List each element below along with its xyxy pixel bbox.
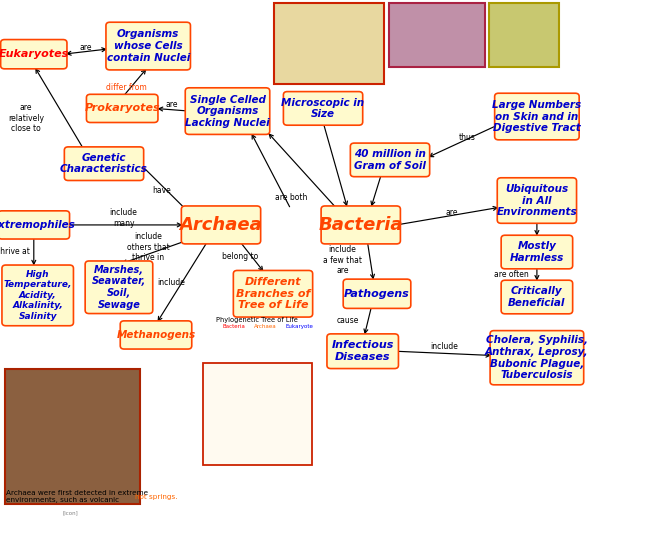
Text: [icon]: [icon]: [62, 511, 78, 515]
FancyBboxPatch shape: [343, 279, 411, 308]
Text: Archaea were first detected in extreme
environments, such as volcanic: Archaea were first detected in extreme e…: [6, 490, 149, 503]
Text: Large Numbers
on Skin and in
Digestive Tract: Large Numbers on Skin and in Digestive T…: [492, 100, 582, 133]
Text: Eukaryote: Eukaryote: [286, 325, 314, 330]
FancyBboxPatch shape: [203, 363, 312, 465]
Text: include
a few that
are: include a few that are: [323, 246, 362, 275]
FancyBboxPatch shape: [350, 143, 430, 177]
Text: Archaea: Archaea: [179, 216, 263, 234]
Text: are: are: [445, 208, 458, 217]
FancyBboxPatch shape: [86, 94, 158, 122]
Text: High
Temperature,
Acidity,
Alkalinity,
Salinity: High Temperature, Acidity, Alkalinity, S…: [3, 270, 72, 321]
Text: Mostly
Harmless: Mostly Harmless: [510, 241, 564, 263]
Text: thrive at: thrive at: [0, 247, 29, 256]
FancyBboxPatch shape: [185, 88, 270, 134]
Text: are
relatively
close to: are relatively close to: [8, 104, 44, 133]
Text: Microscopic in
Size: Microscopic in Size: [281, 98, 365, 119]
Text: Critically
Beneficial: Critically Beneficial: [508, 286, 566, 308]
FancyBboxPatch shape: [1, 40, 67, 69]
FancyBboxPatch shape: [120, 321, 192, 349]
Text: Marshes,
Seawater,
Soil,
Sewage: Marshes, Seawater, Soil, Sewage: [92, 265, 146, 309]
FancyBboxPatch shape: [106, 22, 190, 70]
Text: include: include: [431, 343, 458, 351]
Text: Extremophiles: Extremophiles: [0, 220, 75, 230]
FancyBboxPatch shape: [497, 178, 577, 223]
FancyBboxPatch shape: [321, 206, 400, 244]
FancyBboxPatch shape: [85, 261, 153, 313]
FancyBboxPatch shape: [501, 280, 573, 314]
Text: belong to: belong to: [222, 252, 259, 261]
Text: Bacteria: Bacteria: [222, 325, 245, 330]
Text: are: are: [79, 43, 92, 52]
Text: Ubiquitous
in All
Environments: Ubiquitous in All Environments: [497, 184, 577, 217]
Text: cause: cause: [337, 316, 359, 325]
FancyBboxPatch shape: [0, 211, 70, 239]
Text: thus: thus: [458, 133, 475, 142]
FancyBboxPatch shape: [64, 147, 144, 180]
FancyBboxPatch shape: [181, 206, 261, 244]
Text: have: have: [152, 186, 170, 195]
FancyBboxPatch shape: [389, 3, 485, 67]
Text: Bacteria: Bacteria: [318, 216, 403, 234]
FancyBboxPatch shape: [490, 331, 584, 385]
Text: 40 million in
Gram of Soil: 40 million in Gram of Soil: [354, 149, 426, 171]
Text: Pathogens: Pathogens: [344, 289, 410, 299]
Text: are often: are often: [493, 270, 528, 279]
Text: include: include: [158, 279, 185, 287]
Text: include
others that
thrive in: include others that thrive in: [127, 233, 170, 262]
FancyBboxPatch shape: [283, 92, 363, 125]
Text: are both: are both: [275, 193, 307, 202]
Text: differ from: differ from: [107, 83, 147, 92]
Text: Archaea: Archaea: [254, 325, 276, 330]
Text: Methanogens: Methanogens: [116, 330, 196, 340]
Text: Different
Branches of
Tree of Life: Different Branches of Tree of Life: [236, 277, 310, 311]
Text: Eukaryotes: Eukaryotes: [0, 49, 69, 59]
Text: Genetic
Characteristics: Genetic Characteristics: [60, 153, 148, 175]
FancyBboxPatch shape: [2, 265, 73, 326]
Text: Prokaryotes: Prokaryotes: [84, 104, 160, 113]
Text: include
many: include many: [110, 208, 137, 228]
FancyBboxPatch shape: [489, 3, 559, 67]
FancyBboxPatch shape: [501, 235, 573, 269]
Text: Infectious
Diseases: Infectious Diseases: [332, 340, 394, 362]
FancyBboxPatch shape: [5, 369, 140, 504]
Text: are: are: [165, 100, 178, 109]
Text: Cholera, Syphilis,
Anthrax, Leprosy,
Bubonic Plague,
Tuberculosis: Cholera, Syphilis, Anthrax, Leprosy, Bub…: [485, 335, 589, 380]
Text: Organisms
whose Cells
contain Nuclei: Organisms whose Cells contain Nuclei: [107, 29, 190, 63]
Text: hot springs.: hot springs.: [135, 494, 177, 500]
Text: Single Celled
Organisms
Lacking Nuclei: Single Celled Organisms Lacking Nuclei: [185, 94, 270, 128]
Text: Phylogenetic Tree of Life: Phylogenetic Tree of Life: [216, 317, 298, 322]
FancyBboxPatch shape: [495, 93, 579, 140]
FancyBboxPatch shape: [274, 3, 384, 84]
FancyBboxPatch shape: [233, 270, 313, 317]
FancyBboxPatch shape: [327, 334, 398, 369]
